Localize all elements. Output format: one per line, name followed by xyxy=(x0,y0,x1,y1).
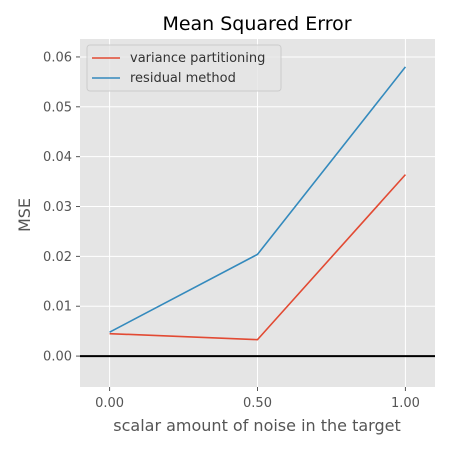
series-line-residual-method xyxy=(109,66,407,333)
y-axis-label: MSE xyxy=(15,198,34,232)
y-tick-label: 0.03 xyxy=(43,200,72,215)
legend-label-residual-method: residual method xyxy=(130,71,236,86)
y-tick-label: 0.05 xyxy=(43,100,72,115)
chart-title: Mean Squared Error xyxy=(162,13,351,35)
x-axis-label: scalar amount of noise in the target xyxy=(113,416,400,435)
y-tick-label: 0.06 xyxy=(43,50,72,65)
y-tick-label: 0.00 xyxy=(43,350,72,365)
legend-label-variance-partitioning: variance partitioning xyxy=(130,51,265,66)
y-axis-ticks: 0.00 0.01 0.02 0.03 0.04 0.05 0.06 xyxy=(43,50,80,365)
x-tick-label: 0.00 xyxy=(95,396,124,411)
series-line-variance-partitioning xyxy=(109,174,407,341)
legend: variance partitioning residual method xyxy=(86,44,282,92)
legend-box xyxy=(86,44,282,92)
x-tick-label: 0.50 xyxy=(243,396,272,411)
x-tick-label: 1.00 xyxy=(391,396,420,411)
x-axis-ticks: 0.00 0.50 1.00 xyxy=(95,387,420,411)
y-tick-label: 0.04 xyxy=(43,150,72,165)
y-tick-label: 0.01 xyxy=(43,300,72,315)
series-group xyxy=(109,66,407,341)
y-tick-label: 0.02 xyxy=(43,250,72,265)
